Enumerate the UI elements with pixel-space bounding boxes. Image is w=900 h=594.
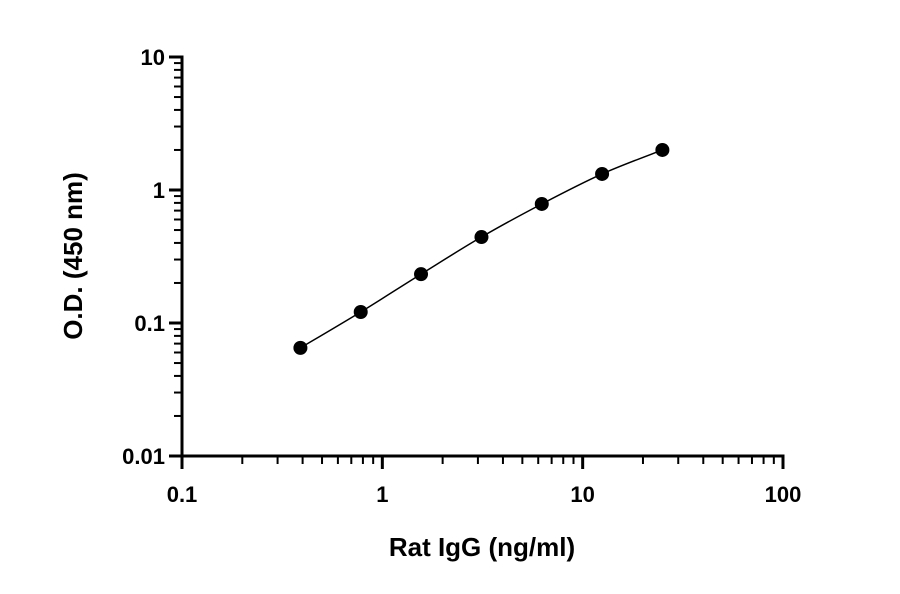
data-point [595,166,610,181]
data-point [474,230,489,245]
fit-line [300,149,663,349]
data-point [353,304,368,319]
y-tick-label: 1 [153,178,165,203]
x-axis-title: Rat IgG (ng/ml) [389,532,575,562]
x-tick-label: 1 [376,482,388,507]
data-point [534,196,549,211]
y-tick-label: 10 [141,45,165,70]
x-tick-label: 10 [570,482,594,507]
y-tick-label: 0.01 [122,444,165,469]
x-tick-label: 100 [765,482,802,507]
data-point [655,142,670,157]
x-tick-label: 0.1 [167,482,198,507]
y-axis-title: O.D. (450 nm) [58,172,88,340]
y-tick-label: 0.1 [134,311,165,336]
data-point [293,340,308,355]
data-point [414,267,429,282]
